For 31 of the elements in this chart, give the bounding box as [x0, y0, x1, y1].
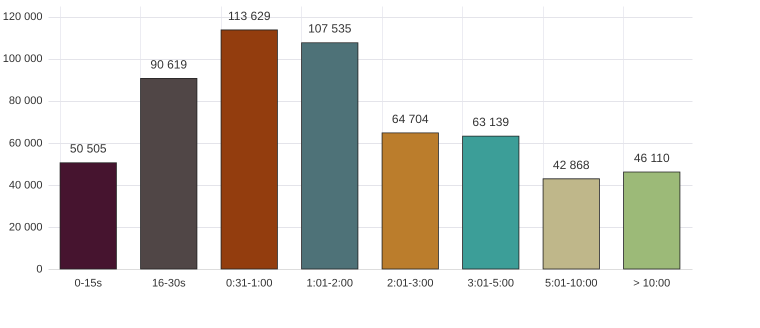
- y-tick-label: 120 000: [2, 11, 42, 24]
- x-tick-label: 0-15s: [74, 278, 102, 290]
- bar: [220, 30, 278, 270]
- bar: [140, 78, 198, 270]
- bar: [60, 162, 117, 270]
- y-tick-label: 40 000: [8, 179, 42, 192]
- x-tick-label: 3:01-5:00: [468, 278, 514, 290]
- data-label: 90 619: [150, 57, 188, 72]
- bar: [462, 136, 520, 270]
- x-tick-label: 1:01-2:00: [306, 278, 353, 290]
- y-tick-label: 0: [36, 264, 42, 276]
- bar: [382, 132, 439, 270]
- bar: [301, 42, 358, 270]
- data-label: 64 704: [392, 112, 429, 126]
- data-label: 42 868: [552, 158, 590, 172]
- x-tick-label: 16-30s: [152, 278, 186, 290]
- data-label: 46 110: [634, 150, 670, 165]
- x-tick-label: 2:01-3:00: [387, 278, 434, 290]
- y-tick-label: 60 000: [8, 137, 42, 150]
- x-tick-label: 5:01-10:00: [544, 278, 598, 290]
- data-label: 63 139: [472, 115, 510, 130]
- bar: [542, 178, 600, 270]
- y-tick-label: 100 000: [2, 53, 42, 66]
- data-label: 50 505: [70, 142, 107, 156]
- data-label: 107 535: [308, 22, 352, 36]
- y-tick-label: 20 000: [8, 221, 42, 234]
- x-tick-label: 0:31-1:00: [226, 278, 272, 290]
- data-label: 113 629: [228, 8, 271, 23]
- x-tick-label: > 10:00: [633, 278, 670, 290]
- y-tick-label: 80 000: [8, 95, 42, 108]
- bar: [623, 172, 680, 270]
